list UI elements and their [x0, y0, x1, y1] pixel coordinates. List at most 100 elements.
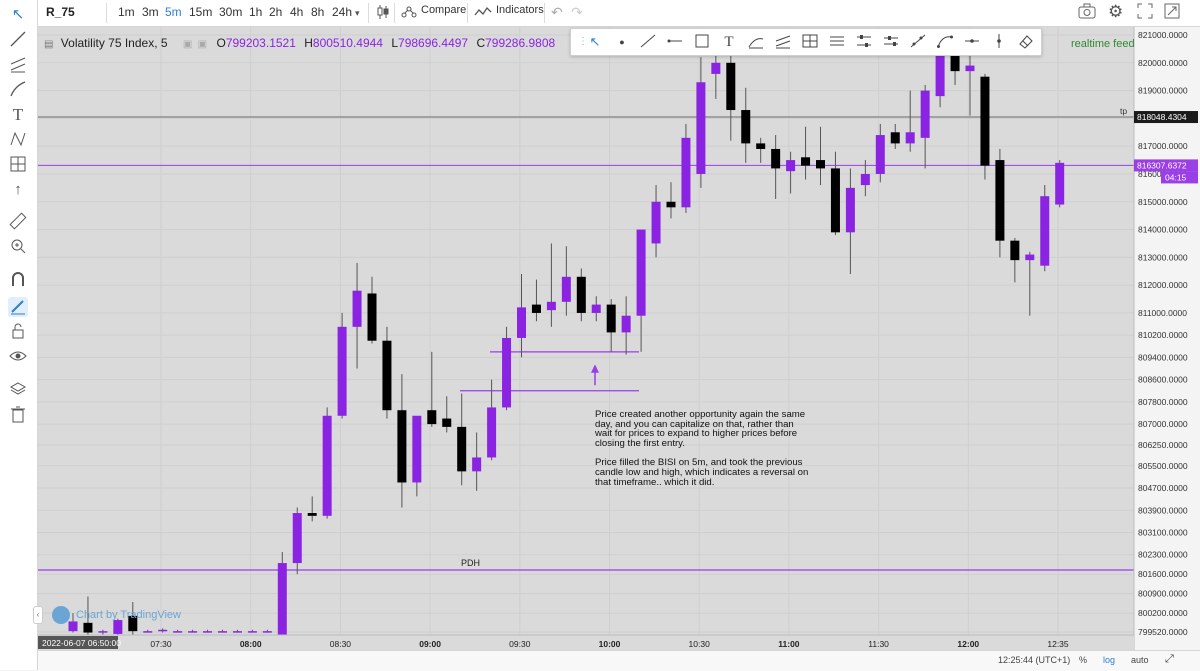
ruler-icon[interactable]	[8, 212, 28, 232]
timeframe-15m[interactable]: 15m	[189, 5, 213, 19]
candle[interactable]	[98, 629, 108, 636]
candle[interactable]	[726, 46, 736, 141]
candle[interactable]	[771, 135, 781, 199]
candle[interactable]	[68, 613, 78, 633]
channel-icon[interactable]	[773, 33, 793, 51]
trend-line-icon[interactable]	[638, 33, 658, 51]
candle[interactable]	[995, 148, 1005, 258]
lock-icon[interactable]	[8, 322, 28, 342]
text-tool-icon[interactable]: T	[724, 34, 734, 50]
drag-handle-icon[interactable]: ⋮	[578, 36, 588, 47]
candle[interactable]	[786, 151, 796, 194]
candle[interactable]	[203, 629, 213, 633]
arrow-up-icon[interactable]: ↑	[14, 181, 22, 198]
candle[interactable]	[262, 629, 272, 633]
candles-icon[interactable]	[376, 4, 390, 23]
candle[interactable]	[1025, 251, 1035, 316]
horizontal-ray-icon[interactable]	[665, 33, 685, 51]
expand-icon[interactable]: ⤢	[1165, 653, 1174, 665]
candle[interactable]	[801, 126, 811, 180]
candle[interactable]	[337, 312, 347, 419]
candle[interactable]	[173, 629, 183, 633]
tradingview-watermark[interactable]: Chart by TradingView	[52, 606, 181, 624]
candle[interactable]	[741, 87, 751, 163]
candle[interactable]	[860, 160, 870, 197]
candle[interactable]	[890, 123, 900, 149]
candle[interactable]	[322, 407, 332, 519]
candle[interactable]	[113, 618, 123, 636]
trend-line-icon[interactable]	[8, 30, 28, 50]
candle[interactable]	[666, 182, 676, 219]
horizontal-lines-icon[interactable]	[827, 33, 847, 51]
candle[interactable]	[292, 507, 302, 575]
ray-icon[interactable]	[908, 33, 928, 51]
candle[interactable]	[1010, 237, 1020, 283]
snapshot-icon[interactable]	[1164, 3, 1180, 22]
cursor-icon[interactable]: ↖	[11, 6, 25, 23]
log-toggle[interactable]: log	[1103, 655, 1116, 665]
legend-settings-icon[interactable]: ▣	[182, 39, 193, 50]
indicators-button[interactable]: Indicators	[496, 4, 544, 16]
horizontal-line-icon[interactable]	[962, 33, 982, 51]
candle[interactable]	[188, 629, 198, 633]
stay-in-drawing-mode-icon[interactable]	[8, 297, 28, 317]
camera-icon[interactable]	[1078, 3, 1096, 22]
timeframe-5m[interactable]: 5m	[165, 5, 182, 19]
timeframe-2h[interactable]: 2h	[269, 5, 283, 19]
candle[interactable]	[472, 432, 482, 491]
price-range-icon[interactable]	[854, 33, 874, 51]
timeframe-4h[interactable]: 4h	[290, 5, 304, 19]
fib-retracement-icon[interactable]	[800, 33, 820, 51]
cursor-icon[interactable]: ↖	[589, 34, 601, 49]
candle[interactable]	[845, 168, 855, 275]
candle[interactable]	[651, 185, 661, 258]
zoom-icon[interactable]	[8, 237, 28, 257]
layers-icon[interactable]	[8, 380, 28, 400]
candle[interactable]	[696, 57, 706, 188]
compare-icon[interactable]	[400, 3, 418, 24]
timeframe-1m[interactable]: 1m	[118, 5, 135, 19]
eye-icon[interactable]	[8, 347, 28, 367]
fib-icon[interactable]	[8, 155, 28, 175]
candle[interactable]	[397, 374, 407, 508]
candle[interactable]	[83, 596, 93, 639]
brush-icon[interactable]	[746, 33, 766, 51]
vertical-line-icon[interactable]	[989, 33, 1009, 51]
redo-icon[interactable]: ↷	[571, 4, 583, 20]
candle[interactable]	[816, 126, 825, 186]
candle[interactable]	[277, 551, 287, 650]
candle[interactable]	[681, 123, 691, 213]
brush-icon[interactable]	[8, 80, 28, 100]
candle[interactable]	[517, 274, 526, 358]
candle[interactable]	[980, 73, 990, 180]
candle[interactable]	[412, 415, 422, 497]
trash-icon[interactable]	[8, 405, 28, 425]
timeframe-8h[interactable]: 8h	[311, 5, 325, 19]
rectangle-icon[interactable]	[692, 33, 712, 51]
percent-toggle[interactable]: %	[1079, 655, 1088, 665]
candle[interactable]	[382, 326, 392, 419]
candle[interactable]	[756, 137, 766, 163]
price-chart[interactable]: PDH 821000.0000 820000.0000 819000.0000 818…	[38, 27, 1200, 650]
collapse-arrow-icon[interactable]: ‹	[33, 606, 43, 624]
candle[interactable]	[427, 351, 437, 427]
undo-icon[interactable]: ↶	[551, 4, 563, 20]
candle[interactable]	[965, 54, 975, 116]
curve-icon[interactable]	[935, 33, 955, 51]
candle[interactable]	[367, 276, 377, 344]
candle[interactable]	[830, 151, 840, 236]
magnet-icon[interactable]	[8, 270, 28, 290]
dot-icon[interactable]: ●	[619, 37, 625, 47]
timeframe-3m[interactable]: 3m	[142, 5, 159, 19]
candle[interactable]	[546, 243, 556, 327]
gear-icon[interactable]: ⚙	[1108, 2, 1124, 21]
candle[interactable]	[875, 123, 885, 183]
candle[interactable]	[502, 326, 512, 411]
symbol-label[interactable]: R_75	[46, 5, 75, 19]
timeframe-24h[interactable]: 24h	[332, 5, 353, 19]
eraser-icon[interactable]	[1016, 33, 1036, 51]
candle[interactable]	[442, 396, 452, 433]
legend-collapse-icon[interactable]: ▤	[44, 39, 54, 50]
candle[interactable]	[1055, 160, 1065, 208]
timeframe-30m[interactable]: 30m	[219, 5, 243, 19]
